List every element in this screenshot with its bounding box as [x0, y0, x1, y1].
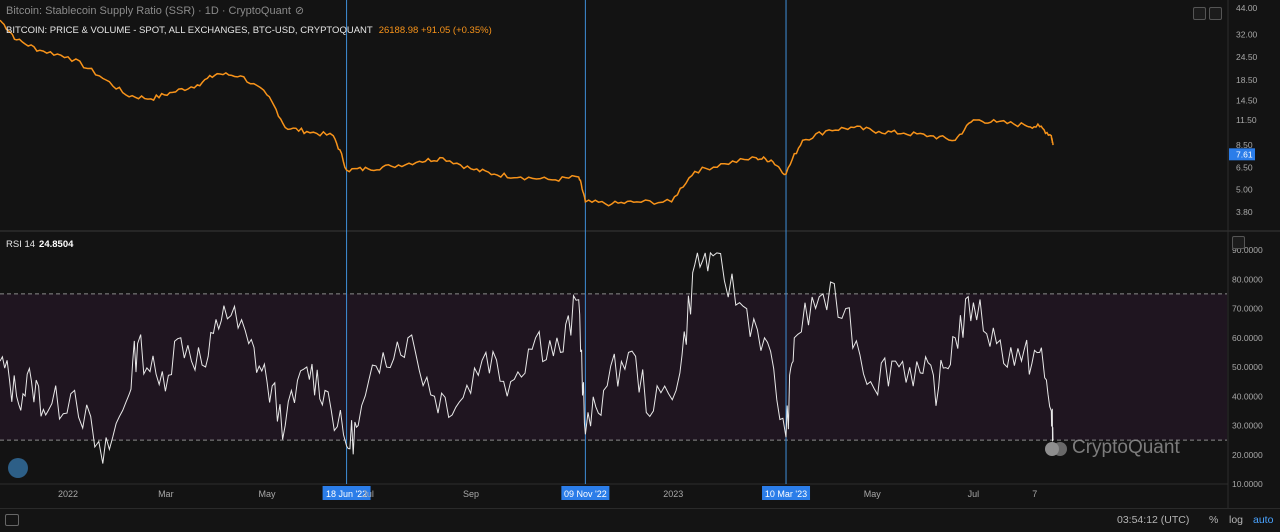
- rsi-band: [0, 293, 1227, 441]
- time-axis-label: May: [864, 489, 882, 499]
- time-axis-label: 7: [1032, 489, 1037, 499]
- price-axis-tick: 14.50: [1236, 96, 1258, 106]
- chart-title: Bitcoin: Stablecoin Supply Ratio (SSR) ·…: [6, 4, 304, 17]
- event-date-badge: [561, 486, 610, 500]
- pane-maximize-icon[interactable]: [1209, 7, 1222, 20]
- cloud-logo-icon[interactable]: [8, 458, 28, 478]
- rsi-legend-value: 24.8504: [39, 239, 74, 250]
- rsi-axis-tick: 90.0000: [1232, 245, 1263, 255]
- price-axis-tick: 18.50: [1236, 75, 1258, 85]
- percent-toggle[interactable]: %: [1209, 514, 1219, 526]
- rsi-axis-tick: 70.0000: [1232, 304, 1263, 314]
- chart-title-text: Bitcoin: Stablecoin Supply Ratio (SSR) ·…: [6, 5, 291, 17]
- price-axis-tick: 32.00: [1236, 30, 1258, 40]
- time-axis-label: 18 Jun '22: [326, 489, 367, 499]
- price-legend-value: 26188.98 +91.05 (+0.35%): [378, 25, 492, 36]
- rsi-axis-tick: 30.0000: [1232, 421, 1263, 431]
- pane-collapse-icon[interactable]: [1193, 7, 1206, 20]
- rsi-legend-label: RSI 14: [6, 239, 36, 250]
- auto-toggle[interactable]: auto: [1253, 514, 1274, 526]
- price-axis-tick: 11.50: [1236, 115, 1257, 125]
- price-axis-tick: 6.50: [1236, 162, 1253, 172]
- price-axis-tick: 3.80: [1236, 207, 1253, 217]
- current-value-label: 7.61: [1236, 149, 1253, 159]
- time-axis-label: 2023: [663, 489, 683, 499]
- price-legend: BITCOIN: PRICE & VOLUME - SPOT, ALL EXCH…: [6, 25, 492, 36]
- event-date-badge: [762, 486, 811, 500]
- rsi-axis-tick: 40.0000: [1232, 391, 1263, 401]
- price-axis-tick: 8.50: [1236, 140, 1253, 150]
- time-axis-label: Jul: [362, 489, 374, 499]
- time-axis-label: 10 Mar '23: [765, 489, 807, 499]
- range-icon[interactable]: [5, 514, 19, 526]
- footer-bar: 03:54:12 (UTC) % log auto: [0, 508, 1280, 532]
- watermark-text: CryptoQuant: [1072, 437, 1180, 458]
- current-value-badge: [1229, 148, 1255, 161]
- time-axis-label: 09 Nov '22: [564, 489, 607, 499]
- rsi-axis-tick: 50.0000: [1232, 362, 1263, 372]
- rsi-axis-tick: 10.0000: [1232, 479, 1263, 489]
- log-toggle[interactable]: log: [1229, 514, 1244, 526]
- event-date-badge: [322, 486, 371, 500]
- rsi-series-line: [0, 251, 1054, 464]
- time-axis-label: Sep: [463, 489, 479, 499]
- rsi-axis-tick: 20.0000: [1232, 450, 1263, 460]
- time-axis-label: May: [258, 489, 276, 499]
- price-legend-label: BITCOIN: PRICE & VOLUME - SPOT, ALL EXCH…: [6, 25, 373, 36]
- footer-clock: 03:54:12 (UTC): [1117, 514, 1190, 526]
- price-axis-tick: 44.00: [1236, 3, 1258, 13]
- time-axis-label: Mar: [158, 489, 174, 499]
- eye-icon[interactable]: ⊘: [294, 5, 305, 17]
- price-axis-tick: 24.50: [1236, 52, 1258, 62]
- rsi-axis-tick: 60.0000: [1232, 333, 1263, 343]
- cryptoquant-logo-icon: [1045, 442, 1067, 456]
- rsi-axis-tick: 80.0000: [1232, 274, 1263, 284]
- time-axis-label: 2022: [58, 489, 78, 499]
- price-axis-tick: 5.00: [1236, 184, 1253, 194]
- price-series-line: [0, 19, 1054, 207]
- pane-settings-icon[interactable]: [1232, 236, 1245, 249]
- rsi-legend: RSI 14 24.8504: [6, 239, 73, 250]
- time-axis-label: Jul: [968, 489, 980, 499]
